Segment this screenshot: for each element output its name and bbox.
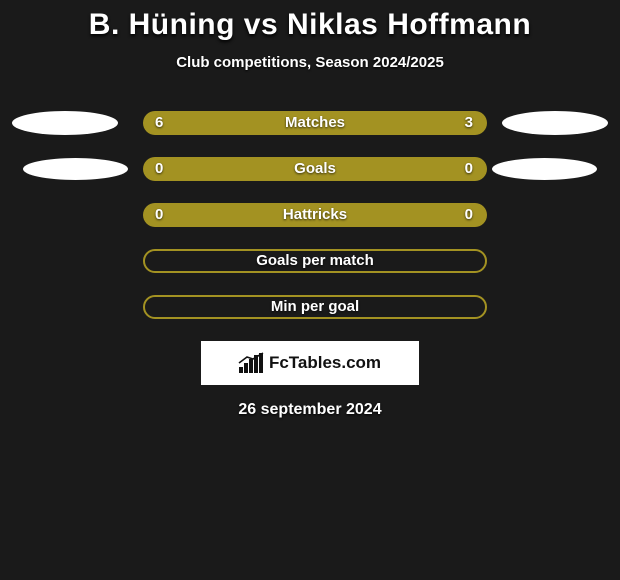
bar-left-fill	[143, 111, 372, 135]
player-left-marker	[12, 111, 118, 135]
logo-text: FcTables.com	[269, 353, 381, 373]
bar-track	[143, 295, 487, 319]
bar-right-fill	[372, 111, 487, 135]
bar-left-fill	[143, 157, 487, 181]
page-subtitle: Club competitions, Season 2024/2025	[0, 54, 620, 71]
bar-track	[143, 249, 487, 273]
bar-track	[143, 157, 487, 181]
stat-row: Matches63	[6, 111, 614, 137]
bar-track	[143, 203, 487, 227]
logo-box: FcTables.com	[201, 341, 419, 385]
player-right-marker	[492, 158, 597, 180]
stat-row: Hattricks00	[6, 203, 614, 229]
stat-row: Min per goal	[6, 295, 614, 321]
stat-row: Goals00	[6, 157, 614, 183]
bar-left-fill	[143, 203, 487, 227]
bar-track	[143, 111, 487, 135]
date-text: 26 september 2024	[0, 401, 620, 419]
bar-chart-icon	[239, 353, 263, 373]
stat-rows: Matches63 Goals00 Hattricks00 Goals per mat…	[0, 111, 620, 321]
player-right-marker	[502, 111, 608, 135]
player-left-marker	[23, 158, 128, 180]
page-title: B. Hüning vs Niklas Hoffmann	[0, 8, 620, 42]
stats-panel: B. Hüning vs Niklas Hoffmann Club compet…	[0, 0, 620, 419]
stat-row: Goals per match	[6, 249, 614, 275]
